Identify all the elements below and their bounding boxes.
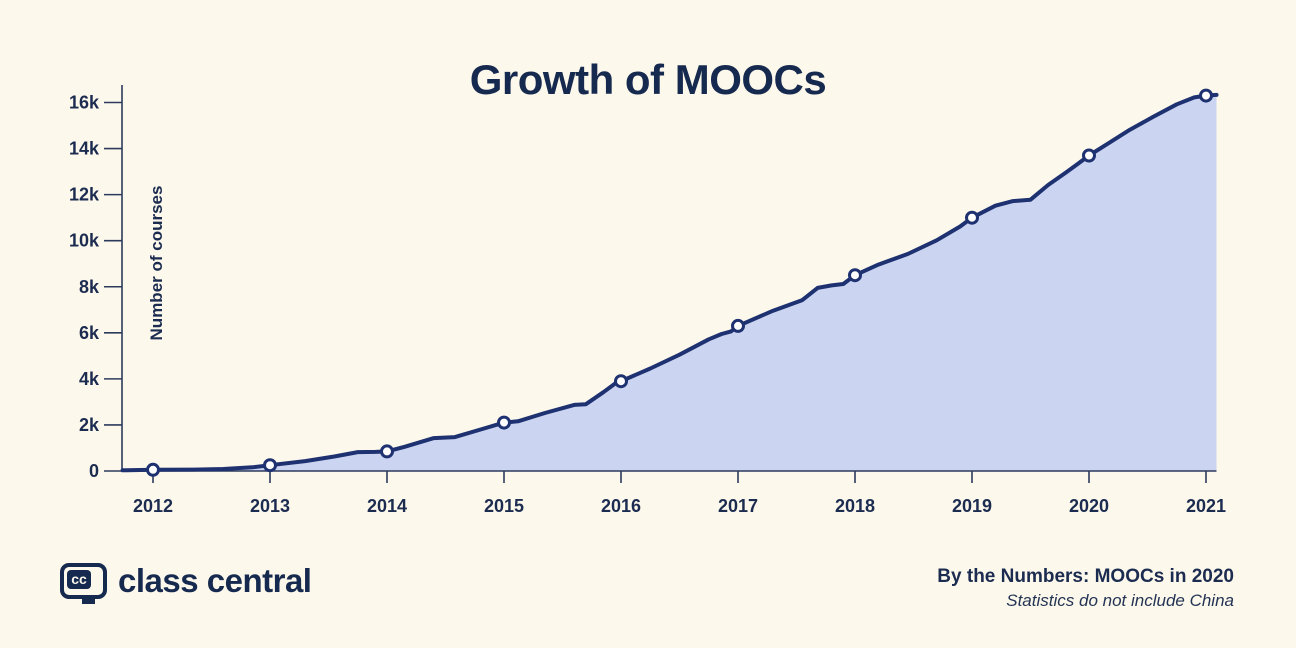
data-point-2014 — [380, 444, 394, 459]
data-point-2016 — [614, 374, 628, 389]
footer: cc class central By the Numbers: MOOCs i… — [60, 556, 1234, 611]
y-tick-label: 16k — [69, 93, 100, 113]
caption-subtitle: Statistics do not include China — [1006, 591, 1234, 610]
y-tick-label: 10k — [69, 231, 100, 251]
data-point-2021 — [1199, 88, 1213, 103]
chart-title: Growth of MOOCs — [469, 56, 827, 103]
y-tick-label: 8k — [79, 277, 100, 297]
x-tick-label: 2021 — [1186, 496, 1226, 516]
y-axis-title: Number of courses — [147, 186, 166, 341]
data-point-2019 — [965, 210, 979, 225]
x-tick-label: 2017 — [718, 496, 758, 516]
caption-title: By the Numbers: MOOCs in 2020 — [937, 566, 1234, 587]
class-central-brand: cc class central — [60, 556, 312, 604]
x-tick-label: 2012 — [133, 496, 173, 516]
y-tick-label: 14k — [69, 139, 100, 159]
x-tick-label: 2014 — [367, 496, 407, 516]
data-point-2020 — [1082, 148, 1096, 163]
cc-logo-badge: cc — [67, 570, 91, 589]
x-tick-label: 2019 — [952, 496, 992, 516]
data-point-2017 — [731, 318, 745, 333]
data-point-2018 — [848, 268, 862, 283]
y-tick-label: 4k — [79, 369, 100, 389]
y-tick-label: 0 — [89, 461, 99, 481]
data-point-2013 — [263, 458, 277, 473]
area-chart: 0 2k 4k 6k 8k 10k 12k 14k 16k 2012 2013 2014 2015 201… — [69, 85, 1226, 516]
y-tick-label: 12k — [69, 185, 100, 205]
class-central-logo-icon: cc — [60, 563, 107, 604]
y-tick-label: 2k — [79, 415, 100, 435]
area-fill — [122, 94, 1217, 472]
data-point-2012 — [146, 462, 160, 477]
logo-stand — [82, 595, 95, 604]
x-tick-label: 2013 — [250, 496, 290, 516]
y-tick-label: 6k — [79, 323, 100, 343]
trend-line — [120, 92, 1219, 473]
x-tick-label: 2018 — [835, 496, 875, 516]
data-point-2015 — [497, 415, 511, 430]
source-caption: By the Numbers: MOOCs in 2020 Statistics… — [937, 556, 1234, 611]
x-tick-label: 2015 — [484, 496, 524, 516]
x-tick-label: 2016 — [601, 496, 641, 516]
x-tick-label: 2020 — [1069, 496, 1109, 516]
brand-name: class central — [118, 562, 312, 599]
